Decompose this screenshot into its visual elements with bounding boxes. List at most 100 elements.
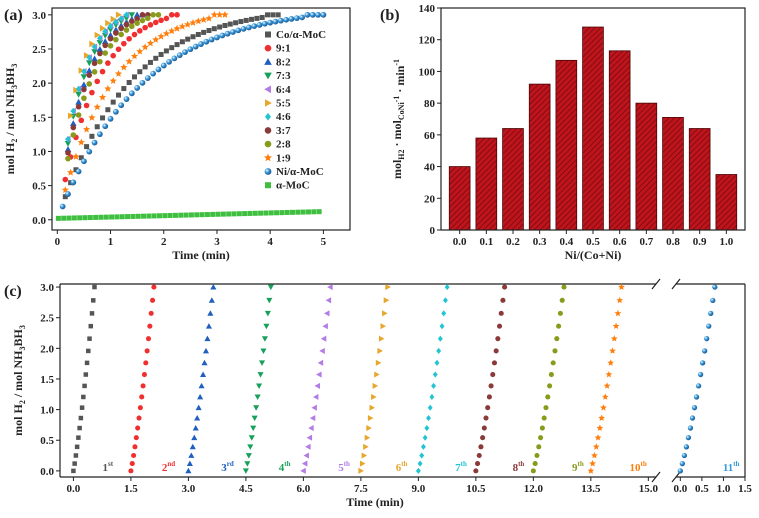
data-point — [256, 21, 263, 28]
data-point — [66, 215, 72, 221]
data-point — [559, 297, 565, 303]
data-point — [250, 425, 257, 432]
data-point — [441, 310, 447, 317]
x-tick-label: 0.1 — [479, 236, 493, 248]
y-tick-label: 0 — [430, 225, 436, 237]
data-point — [480, 435, 486, 441]
data-point — [601, 393, 609, 400]
data-point — [71, 215, 77, 221]
data-point — [366, 425, 372, 432]
data-point — [201, 359, 208, 366]
x-axis-title: Time (min) — [172, 248, 229, 262]
data-point — [210, 284, 217, 290]
data-point — [247, 210, 253, 216]
data-point — [485, 405, 491, 411]
data-point — [65, 155, 71, 162]
data-point — [267, 19, 274, 26]
bar-0.3 — [528, 83, 551, 231]
data-point — [91, 139, 98, 146]
data-point — [87, 215, 93, 221]
data-point — [609, 347, 616, 354]
data-point — [174, 42, 180, 48]
bar-0.4 — [555, 59, 578, 231]
bar-0.7 — [635, 102, 658, 231]
data-point — [150, 12, 156, 18]
data-point — [146, 213, 152, 219]
panel-a-label: (a) — [4, 7, 23, 24]
panel-a: (a) 0 1 2 3 4 5 0.0 0.5 1.0 1.5 2.0 2.5 3.0 Time (min)… — [3, 7, 351, 262]
data-point — [65, 135, 71, 143]
data-point — [295, 209, 301, 215]
data-point — [589, 460, 596, 467]
data-point — [131, 74, 137, 80]
y-axis-title: mol H2 / mol NH3BH3 — [3, 64, 19, 175]
legend-entry: 8:2 — [276, 56, 291, 68]
data-point — [87, 336, 92, 341]
y-tick-label: 0.5 — [40, 435, 54, 447]
data-point — [252, 210, 258, 216]
data-point — [288, 16, 295, 22]
legend-entry: 5:5 — [276, 98, 291, 110]
data-point — [107, 42, 114, 49]
data-point — [61, 215, 67, 221]
data-point — [118, 102, 125, 109]
data-point — [299, 14, 306, 21]
data-point — [86, 54, 92, 61]
y-tick-label: 80 — [424, 98, 436, 110]
data-point — [184, 20, 192, 28]
data-point — [190, 34, 196, 40]
data-point — [99, 25, 106, 32]
x-tick-label: 0 — [55, 236, 61, 248]
data-point — [385, 284, 391, 291]
data-point — [84, 144, 90, 150]
data-point — [62, 176, 69, 183]
data-point — [151, 213, 157, 219]
data-point — [236, 211, 242, 217]
data-point — [135, 425, 141, 431]
data-point — [102, 123, 109, 130]
data-point — [211, 26, 217, 32]
data-point — [139, 79, 146, 86]
data-point — [81, 158, 87, 165]
data-point — [144, 348, 150, 354]
data-point — [195, 31, 201, 37]
series-11 — [59, 11, 327, 210]
y-tick-label: 1.0 — [40, 405, 54, 417]
data-point — [259, 360, 266, 366]
data-point — [358, 467, 364, 474]
data-point — [178, 212, 184, 218]
legend-entry: 2:8 — [276, 139, 291, 151]
data-point — [73, 86, 80, 94]
data-point — [309, 11, 316, 18]
data-point — [311, 209, 317, 215]
data-point — [182, 49, 188, 56]
data-point — [120, 63, 128, 71]
data-point — [104, 84, 112, 92]
data-point — [488, 383, 494, 389]
data-point — [706, 323, 712, 329]
data-point — [242, 468, 249, 474]
data-point — [227, 21, 233, 27]
x-axis-title: Ni/(Co+Ni) — [565, 248, 622, 262]
data-point — [240, 25, 247, 32]
data-point — [183, 212, 189, 218]
data-point — [65, 149, 71, 156]
data-point — [168, 27, 176, 35]
data-point — [432, 371, 438, 378]
data-point — [176, 52, 183, 59]
data-point — [219, 32, 226, 39]
data-point — [140, 383, 146, 389]
data-point — [251, 23, 258, 30]
data-point — [192, 43, 199, 50]
data-point — [309, 415, 316, 422]
data-point — [134, 20, 140, 27]
y-tick-label: 60 — [424, 130, 436, 142]
data-point — [444, 284, 450, 291]
data-point — [275, 12, 281, 18]
data-point — [605, 371, 613, 378]
data-point — [70, 179, 77, 186]
data-point — [141, 43, 149, 51]
data-point — [263, 210, 269, 216]
axis-break-mark — [671, 471, 681, 483]
series-8 — [65, 12, 151, 156]
